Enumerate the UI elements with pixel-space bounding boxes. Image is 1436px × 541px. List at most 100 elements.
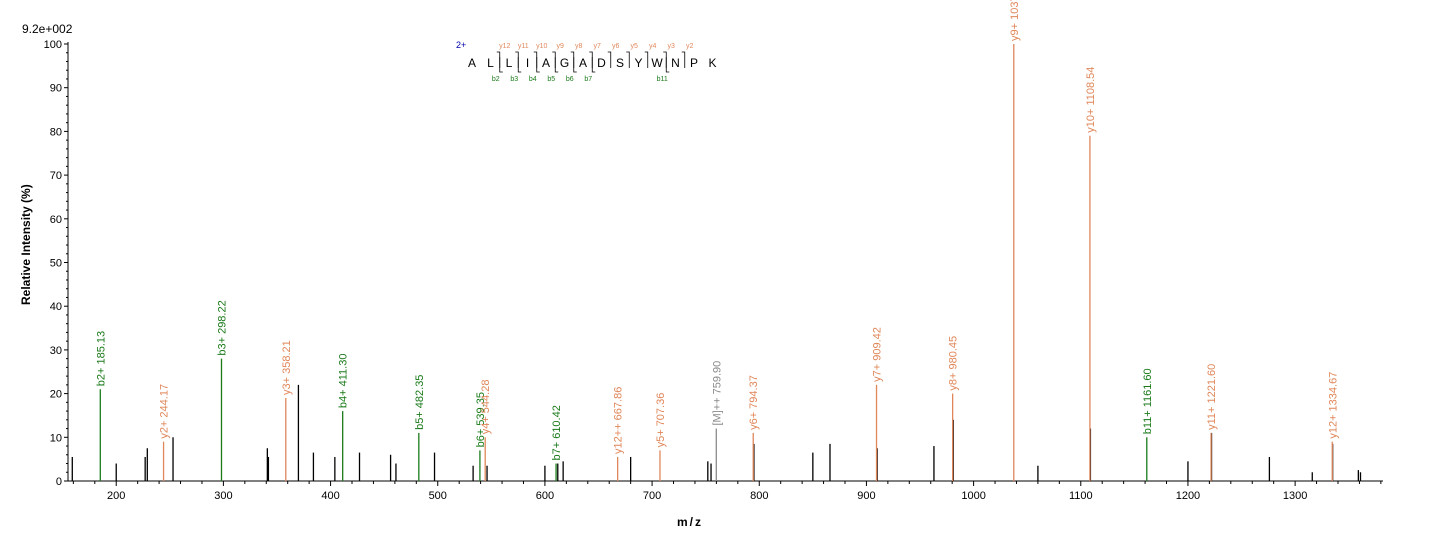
peak-label: b11+ 1161.60 <box>1142 368 1154 434</box>
peak-label: y11+ 1221.60 <box>1206 364 1218 430</box>
y-ion-label: y10 <box>536 43 547 50</box>
x-axis-label: m/z <box>677 515 703 529</box>
y-ion-bracket <box>496 51 501 68</box>
peak-label: y5+ 707.36 <box>655 393 667 448</box>
y-ion-bracket <box>607 51 612 68</box>
peak-labels-layer: b2+ 185.13 y2+ 244.17 b3+ 298.22 y3+ 358.21… <box>95 0 1339 461</box>
y-tick-label: 10 <box>50 432 62 444</box>
peak-label: y2+ 244.17 <box>159 384 171 439</box>
x-tick-label: 500 <box>429 490 447 502</box>
y-tick-label: 20 <box>50 389 62 401</box>
peak-label: y10+ 1108.54 <box>1085 67 1097 133</box>
peak-label: y8+ 980.45 <box>948 336 960 391</box>
y-ion-label: y6 <box>612 43 620 50</box>
y-tick-label: 50 <box>50 258 62 270</box>
b-ion-bracket <box>554 57 559 73</box>
peak-label: y4+ 544.28 <box>480 380 492 435</box>
x-tick-label: 700 <box>643 490 661 502</box>
residue: G <box>560 56 569 70</box>
x-tick-label: 600 <box>536 490 554 502</box>
y-ion-label: y7 <box>594 43 602 50</box>
b-ion-bracket <box>591 57 596 73</box>
y-ion-bracket <box>533 51 538 68</box>
y-ion-bracket <box>663 51 667 68</box>
y-ion-bracket <box>644 51 649 68</box>
b-ion-label: b6 <box>566 76 574 83</box>
y-tick-label: 100 <box>44 39 62 51</box>
residue: A <box>468 56 476 70</box>
residue: L <box>506 56 513 70</box>
y-ion-label: y3 <box>668 43 676 50</box>
peak-label: b3+ 298.22 <box>216 300 228 355</box>
peak-label: y12++ 667.86 <box>613 387 625 454</box>
peak-label: b7+ 610.42 <box>551 405 563 460</box>
peak-label: [M]++ 759.90 <box>711 361 723 426</box>
residue: A <box>579 56 587 70</box>
y-ion-label: y11 <box>518 43 529 50</box>
x-tick-label: 300 <box>214 490 232 502</box>
b-ion-bracket <box>536 57 540 73</box>
y-ion-bracket <box>626 51 630 68</box>
b-ion-label: b7 <box>584 76 592 83</box>
residue: I <box>526 56 529 70</box>
x-tick-label: 900 <box>857 490 875 502</box>
b-ion-bracket <box>517 57 522 73</box>
peaks-layer <box>71 44 1362 481</box>
y-ion-bracket <box>589 51 593 68</box>
x-tick-label: 1300 <box>1283 490 1307 502</box>
y-tick-label: 80 <box>50 126 62 138</box>
b-ion-label: b2 <box>492 76 500 83</box>
y-ion-bracket <box>515 51 519 68</box>
residue: P <box>690 56 698 70</box>
intensity-scale-label: 9.2e+002 <box>22 22 73 36</box>
peak-label: y12+ 1334.67 <box>1327 372 1339 439</box>
x-tick-label: 1000 <box>961 490 985 502</box>
x-tick-label: 200 <box>107 490 125 502</box>
y-ion-label: y12 <box>499 43 510 50</box>
x-tick-label: 1100 <box>1069 490 1093 502</box>
residue: A <box>542 56 550 70</box>
y-tick-label: 90 <box>50 83 62 95</box>
peak-label: y6+ 794.37 <box>748 375 760 430</box>
peak-label: b6+ 539.35 <box>475 392 487 447</box>
y-ion-bracket <box>681 51 686 68</box>
residue: Y <box>634 56 642 70</box>
y-tick-label: 60 <box>50 214 62 226</box>
axes: 0 10 20 30 40 50 60 70 80 90 100 200 300 400 500 600 700… <box>44 39 1383 502</box>
peak-label: y3+ 358.21 <box>281 340 293 395</box>
charge-label: 2+ <box>456 40 466 50</box>
peak-label: y9+ 1037.49 <box>1009 0 1021 41</box>
y-ion-label: y9 <box>557 43 565 50</box>
b-ion-label: b4 <box>529 76 537 83</box>
b-ion-bracket <box>573 57 577 73</box>
y-tick-label: 30 <box>50 345 62 357</box>
residue: D <box>597 56 606 70</box>
residue: L <box>487 56 494 70</box>
residue: K <box>708 56 716 70</box>
y-tick-label: 40 <box>50 301 62 313</box>
residue: S <box>616 56 624 70</box>
y-ion-label: y4 <box>649 43 657 50</box>
peak-label: b2+ 185.13 <box>95 331 107 386</box>
b-ion-label: b11 <box>657 76 668 83</box>
x-tick-label: 1200 <box>1176 490 1200 502</box>
residue: N <box>671 56 680 70</box>
y-tick-label: 70 <box>50 170 62 182</box>
y-ion-label: y8 <box>575 43 583 50</box>
y-tick-label: 0 <box>56 476 62 488</box>
b-ion-bracket <box>499 57 503 73</box>
peak-label: y7+ 909.42 <box>872 327 884 382</box>
peak-label: b4+ 411.30 <box>338 354 350 409</box>
y-ion-label: y5 <box>631 43 639 50</box>
b-ion-label: b5 <box>547 76 555 83</box>
b-ion-label: b3 <box>510 76 518 83</box>
y-axis-label: Relative Intensity (%) <box>19 184 33 305</box>
y-ion-label: y2 <box>686 43 694 50</box>
b-ion-bracket <box>665 57 670 73</box>
x-tick-label: 800 <box>750 490 768 502</box>
y-ion-bracket <box>552 51 556 68</box>
peak-label: b5+ 482.35 <box>414 375 426 430</box>
residue: W <box>651 56 663 70</box>
